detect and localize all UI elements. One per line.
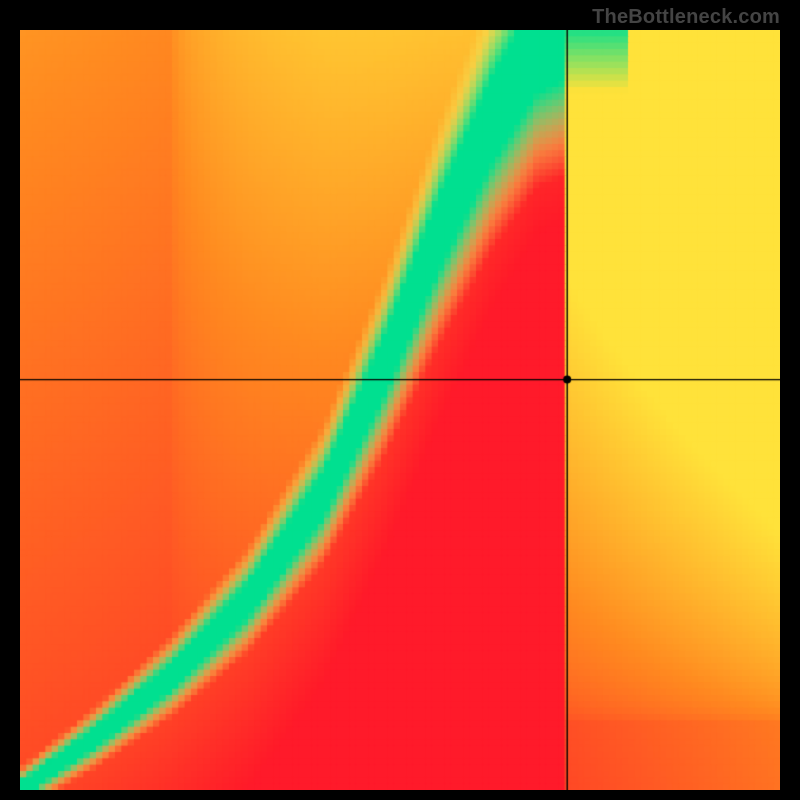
bottleneck-heatmap [20, 30, 780, 790]
watermark-text: TheBottleneck.com [592, 6, 780, 29]
chart-container: { "watermark": "TheBottleneck.com", "cha… [0, 0, 800, 800]
